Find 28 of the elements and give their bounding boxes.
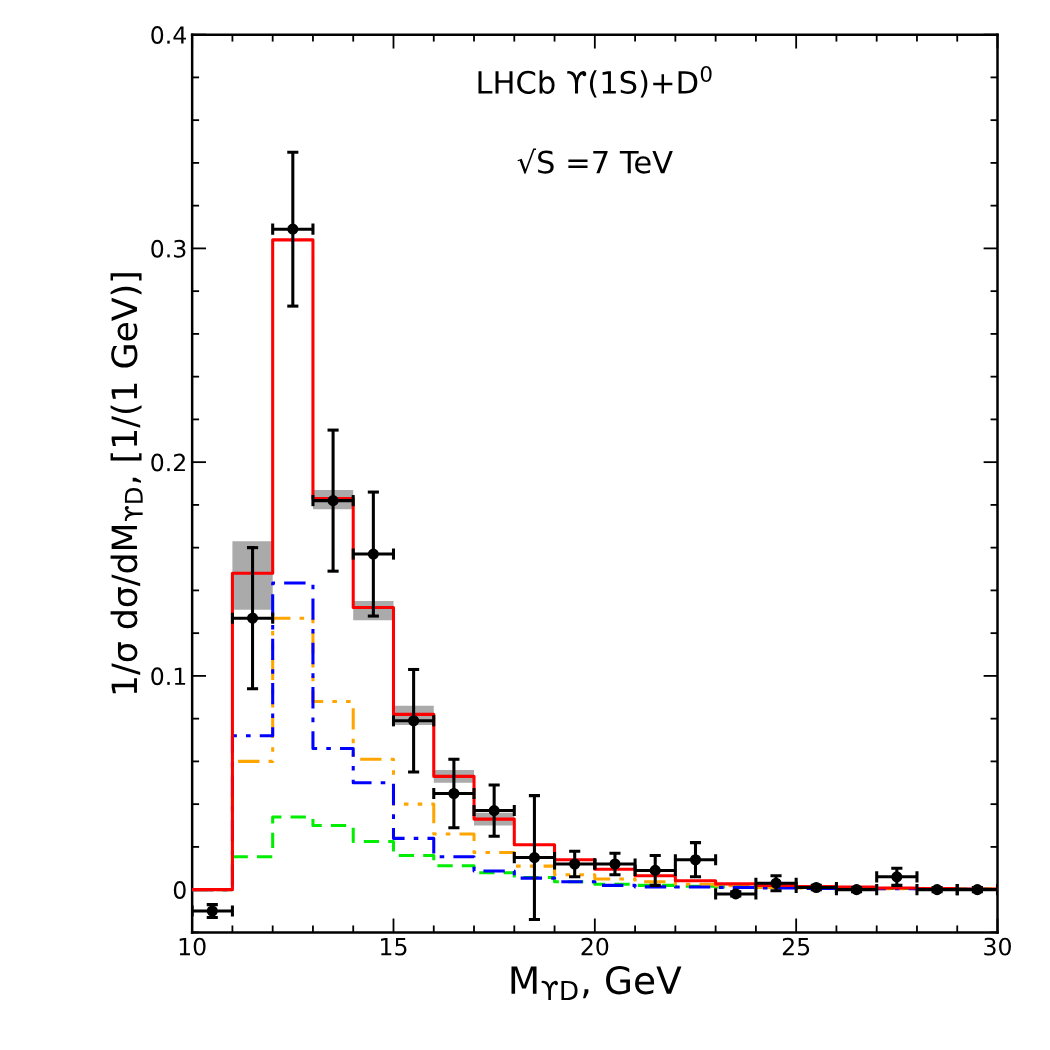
x-tick-label: 20	[581, 937, 609, 956]
y-tick-label: 0.3	[151, 239, 186, 258]
x-tick-label: 15	[381, 937, 407, 956]
point	[327, 495, 339, 507]
point	[770, 877, 782, 889]
point	[569, 858, 581, 870]
point	[367, 548, 379, 560]
text: LHCb ϒ(1S)+D$^{0}$	[478, 65, 712, 98]
point	[287, 223, 299, 235]
y-axis-title: 1/σ dσ/dM$_{ϒD}$, [1/(1 GeV)]	[110, 273, 143, 694]
point	[448, 787, 460, 800]
y-tick-label: 0	[173, 881, 186, 899]
x-tick-label: 25	[782, 937, 810, 956]
point	[649, 864, 661, 876]
point	[609, 858, 621, 870]
y-tick-label: 0.1	[151, 667, 186, 686]
point	[528, 852, 540, 864]
point	[689, 854, 702, 866]
annotation: √S =7 TeV	[517, 148, 673, 174]
x-axis-title: M$_{ϒD}$, GeV	[511, 966, 682, 1001]
x-tick-label: 30	[984, 937, 1011, 956]
y-tick-label: 0.4	[151, 26, 186, 44]
y-tick-label: 0.2	[151, 453, 185, 472]
point	[246, 612, 259, 624]
x-tick-label: 10	[179, 937, 206, 956]
point	[488, 805, 500, 817]
point	[891, 871, 903, 883]
point	[408, 715, 420, 727]
